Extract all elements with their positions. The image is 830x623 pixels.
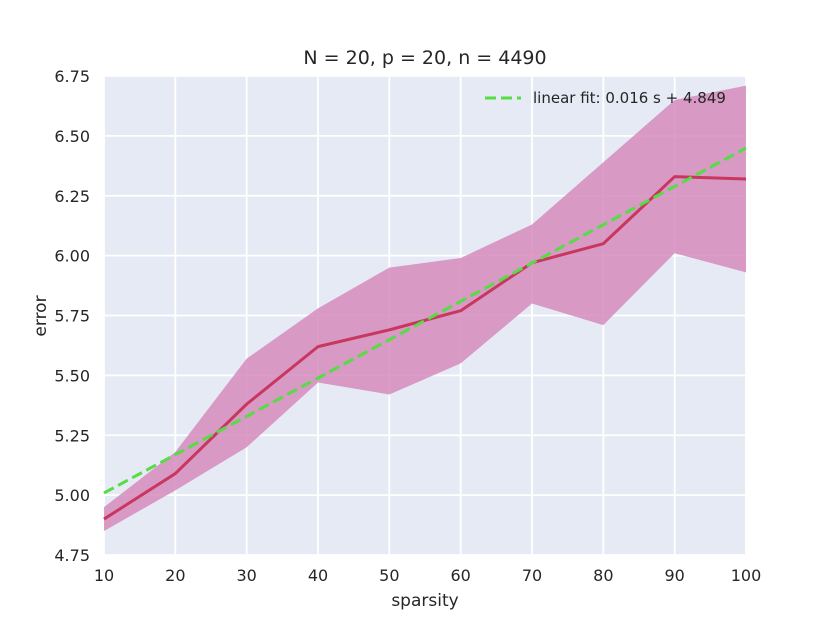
x-tick-label: 50 <box>379 566 399 585</box>
series-line-layer <box>103 175 747 521</box>
x-tick-label: 90 <box>664 566 684 585</box>
x-axis-label: sparsity <box>391 591 458 611</box>
y-tick-label: 6.75 <box>54 67 90 86</box>
y-axis-label: error <box>31 295 51 336</box>
legend-label-linear-fit: linear fit: 0.016 s + 4.849 <box>533 89 726 107</box>
x-tick-label: 10 <box>94 566 114 585</box>
y-tick-label: 6.25 <box>54 187 90 206</box>
series-line <box>103 175 747 521</box>
x-tick-label: 100 <box>731 566 762 585</box>
x-tick-label: 20 <box>165 566 185 585</box>
x-tick-labels: 10 20 30 40 50 60 70 80 90 100 <box>94 566 761 585</box>
y-tick-label: 6.00 <box>54 247 90 266</box>
x-tick-label: 40 <box>308 566 328 585</box>
y-tick-label: 6.50 <box>54 127 90 146</box>
y-tick-label: 4.75 <box>54 546 90 565</box>
y-tick-labels: 4.75 5.00 5.25 5.50 5.75 6.00 6.25 6.50 6.75 <box>54 67 90 565</box>
confidence-band <box>104 85 746 532</box>
x-tick-label: 30 <box>236 566 256 585</box>
y-tick-label: 5.25 <box>54 426 90 445</box>
x-tick-label: 80 <box>593 566 613 585</box>
legend: linear fit: 0.016 s + 4.849 <box>485 89 726 107</box>
y-tick-label: 5.75 <box>54 307 90 326</box>
confidence-band-layer <box>104 85 746 532</box>
fit-line-layer <box>103 146 747 495</box>
x-tick-label: 60 <box>450 566 470 585</box>
linear-fit-line <box>103 146 747 495</box>
chart-title: N = 20, p = 20, n = 4490 <box>303 47 546 69</box>
x-tick-label: 70 <box>522 566 542 585</box>
y-tick-label: 5.00 <box>54 486 90 505</box>
y-tick-label: 5.50 <box>54 366 90 385</box>
